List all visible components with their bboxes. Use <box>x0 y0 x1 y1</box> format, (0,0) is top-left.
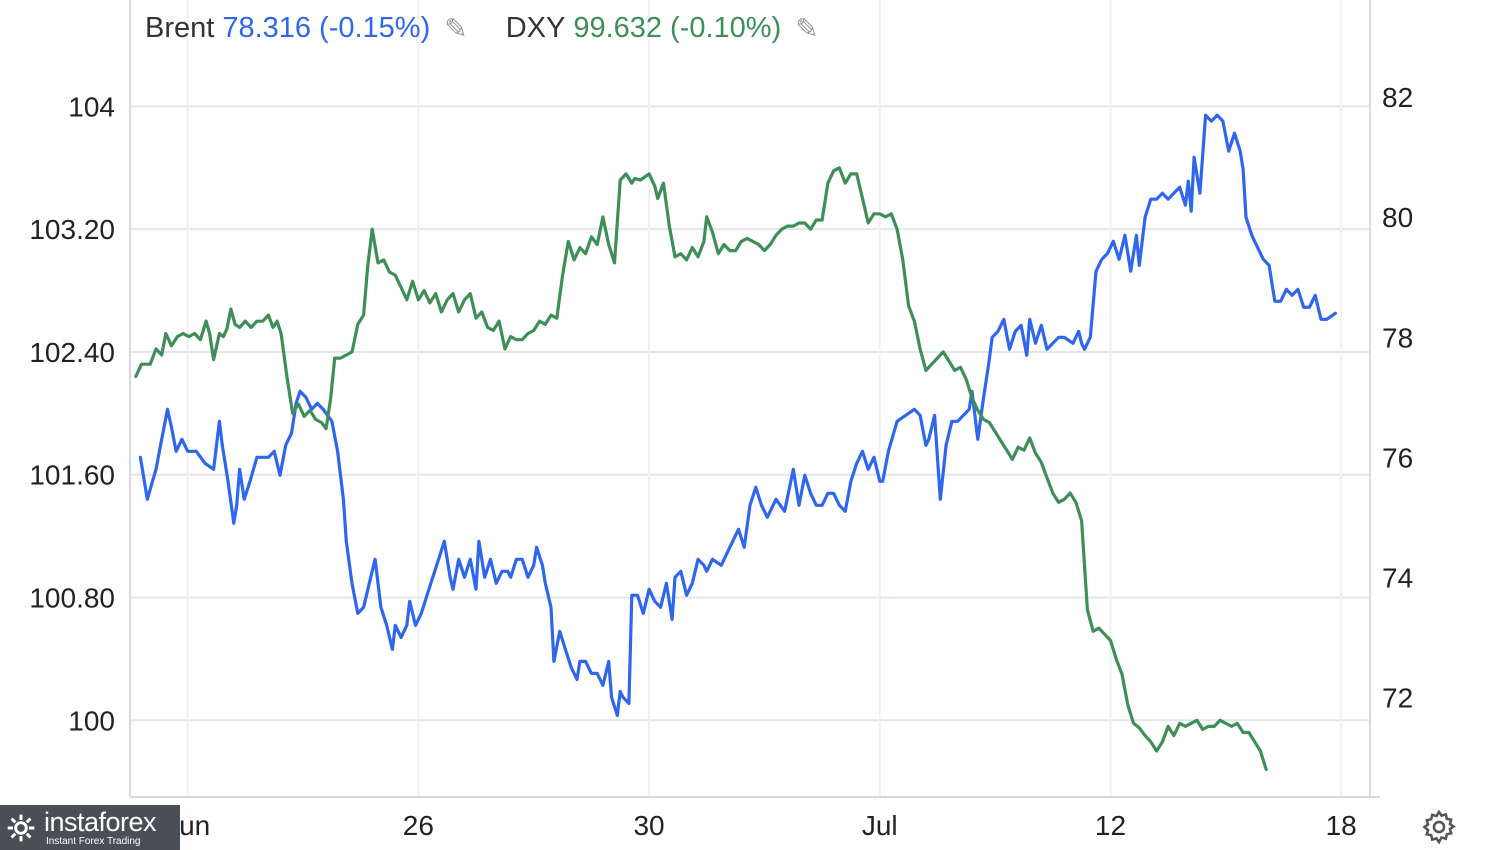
y-right-tick-label: 80 <box>1382 202 1413 233</box>
y-right-tick-label: 78 <box>1382 322 1413 353</box>
y-right-tick-label: 74 <box>1382 562 1413 593</box>
series-layer <box>134 113 1337 771</box>
x-tick-label: 26 <box>403 810 434 841</box>
y-right-tick-label: 82 <box>1382 82 1413 113</box>
y-right-tick-label: 76 <box>1382 442 1413 473</box>
x-tick-label: 18 <box>1326 810 1357 841</box>
x-tick-label: 12 <box>1095 810 1126 841</box>
x-tick-label: 30 <box>633 810 664 841</box>
logo-mark-icon <box>7 814 35 842</box>
y-left-tick-label: 100 <box>68 705 115 736</box>
x-tick-label: Jul <box>862 810 898 841</box>
series-line-brent <box>138 113 1337 717</box>
tick-labels: 100 100.80 101.60 102.40 103.20 104 72 74 76 78 80… <box>29 82 1413 841</box>
legend-dxy-value: 99.632 <box>573 11 663 44</box>
series-line-dxy <box>134 166 1268 771</box>
grid-lines <box>130 0 1370 797</box>
axes <box>129 0 1380 798</box>
legend-dxy-change: (-0.10%) <box>670 11 782 44</box>
y-left-tick-label: 100.80 <box>29 582 115 613</box>
instaforex-logo: instaforex Instant Forex Trading <box>0 805 180 850</box>
gear-icon[interactable] <box>1420 808 1458 846</box>
chart-legend: Brent 78.316 (-0.15%) ✎ DXY 99.632 (-0.1… <box>145 8 857 48</box>
pencil-icon[interactable]: ✎ <box>444 12 468 44</box>
legend-brent-value: 78.316 <box>222 11 312 44</box>
legend-brent-change: (-0.15%) <box>319 11 431 44</box>
logo-tagline: Instant Forex Trading <box>46 836 141 847</box>
y-right-tick-label: 72 <box>1382 682 1413 713</box>
y-left-tick-label: 104 <box>68 91 115 122</box>
y-left-tick-label: 102.40 <box>29 337 115 368</box>
legend-dxy-name: DXY <box>505 11 566 44</box>
legend-brent-name: Brent <box>145 11 215 44</box>
y-left-tick-label: 103.20 <box>29 214 115 245</box>
pencil-icon[interactable]: ✎ <box>795 12 819 44</box>
logo-brand: instaforex <box>44 807 157 837</box>
y-left-tick-label: 101.60 <box>29 460 115 491</box>
